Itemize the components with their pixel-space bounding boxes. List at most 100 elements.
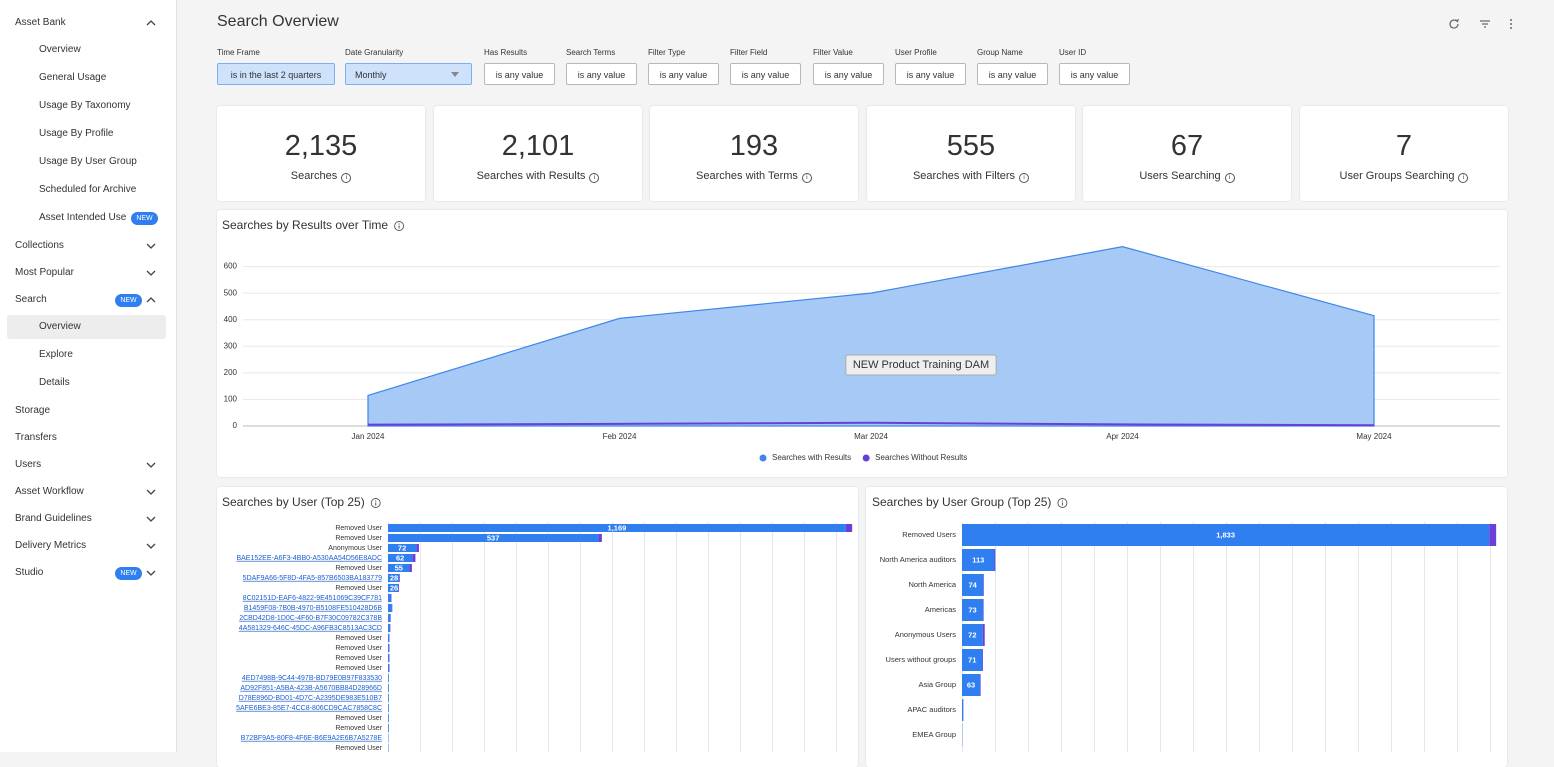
info-icon[interactable]: i	[1458, 173, 1468, 183]
info-icon[interactable]: i	[589, 173, 599, 183]
chevron-path	[147, 490, 155, 494]
kpi-value: 67	[1083, 130, 1291, 163]
nav-label: Usage By User Group	[39, 150, 137, 174]
nav-item[interactable]: Details	[7, 371, 166, 395]
nav-item[interactable]: Brand Guidelines	[7, 507, 166, 531]
filter-box[interactable]: is in the last 2 quarters	[217, 63, 335, 85]
new-badge: NEW	[115, 294, 142, 307]
caret	[451, 72, 459, 77]
filter-box[interactable]: is any value	[1059, 63, 1130, 85]
area-card	[217, 210, 1507, 477]
dropdown-caret	[451, 72, 459, 78]
filter-label: User Profile	[895, 48, 937, 57]
nav-label: Transfers	[15, 426, 57, 450]
kpi-label: Searches with Terms	[696, 170, 798, 182]
info-icon[interactable]: i	[1225, 173, 1235, 183]
nav-label: Usage By Taxonomy	[39, 94, 131, 118]
filter-label: Filter Type	[648, 48, 685, 57]
kpi-card: 67 Users Searching i	[1083, 106, 1291, 201]
info-icon[interactable]: i	[341, 173, 351, 183]
filter-box[interactable]: is any value	[977, 63, 1048, 85]
nav-label: Scheduled for Archive	[39, 178, 136, 202]
filter-label: Filter Field	[730, 48, 767, 57]
page-title: Search Overview	[217, 13, 339, 31]
refresh-icon[interactable]	[1450, 19, 1458, 28]
nav-label: Details	[39, 371, 70, 395]
nav-item[interactable]: General Usage	[7, 66, 166, 90]
chevron	[146, 514, 156, 524]
nav-label: Overview	[39, 38, 81, 62]
chevron-path	[147, 271, 155, 275]
filter-box[interactable]: is any value	[484, 63, 555, 85]
chevron	[146, 295, 156, 305]
kpi-label: Searches with Filters	[913, 170, 1015, 182]
kpi-label: Searches	[291, 170, 337, 182]
nav-label: Delivery Metrics	[15, 534, 86, 558]
header-icons	[1446, 16, 1526, 32]
nav-item[interactable]: Asset Intended Use NEW	[7, 206, 166, 230]
bar-grid-background	[962, 522, 1498, 752]
kpi-value: 2,101	[434, 130, 642, 163]
nav-label: Asset Workflow	[15, 480, 84, 504]
nav-item[interactable]: Usage By User Group	[7, 150, 166, 174]
nav-item[interactable]: Most Popular	[7, 261, 166, 285]
nav-item[interactable]: Storage	[7, 399, 166, 423]
nav-item[interactable]: Overview	[7, 315, 166, 339]
nav-item[interactable]: Explore	[7, 343, 166, 367]
filter-label: User ID	[1059, 48, 1086, 57]
kpi-value: 2,135	[217, 130, 425, 163]
kpi-value: 555	[867, 130, 1075, 163]
nav-item[interactable]: Usage By Profile	[7, 122, 166, 146]
chevron	[146, 18, 156, 28]
nav-item[interactable]: Search NEW	[7, 288, 166, 312]
filter-icon[interactable]	[1480, 21, 1490, 27]
filter-value: is in the last 2 quarters	[231, 70, 322, 80]
nav-label: Studio	[15, 561, 43, 585]
nav-item[interactable]: Transfers	[7, 426, 166, 450]
nav-label: Brand Guidelines	[15, 507, 92, 531]
filter-value: is any value	[825, 70, 873, 80]
nav-label: Collections	[15, 234, 64, 258]
kpi-value: 7	[1300, 130, 1508, 163]
kpi-label: Users Searching	[1139, 170, 1220, 182]
info-icon[interactable]: i	[1019, 173, 1029, 183]
nav-item[interactable]: Asset Workflow	[7, 480, 166, 504]
filter-box[interactable]: is any value	[730, 63, 801, 85]
filter-box[interactable]: is any value	[648, 63, 719, 85]
kpi-label-row: Searches with Filters i	[867, 170, 1075, 183]
chevron-path	[147, 298, 155, 302]
nav-item[interactable]: Delivery Metrics	[7, 534, 166, 558]
filter-box[interactable]: is any value	[813, 63, 884, 85]
filter-label: Date Granularity	[345, 48, 403, 57]
nav-item[interactable]: Scheduled for Archive	[7, 178, 166, 202]
nav-item[interactable]: Studio NEW	[7, 561, 166, 585]
filter-value: is any value	[1071, 70, 1119, 80]
filter-label: Time Frame	[217, 48, 260, 57]
nav-label: Asset Intended Use	[39, 206, 126, 230]
kpi-value: 193	[650, 130, 858, 163]
nav-item[interactable]: Overview	[7, 38, 166, 62]
new-badge: NEW	[115, 567, 142, 580]
info-icon[interactable]: i	[802, 173, 812, 183]
nav-item[interactable]: Users	[7, 453, 166, 477]
nav-item[interactable]: Collections	[7, 234, 166, 258]
nav-label: Search	[15, 288, 47, 312]
filter-label: Filter Value	[813, 48, 853, 57]
nav-label: Storage	[15, 399, 50, 423]
kpi-label-row: Searches i	[217, 170, 425, 183]
kpi-label-row: Users Searching i	[1083, 170, 1291, 183]
filter-box[interactable]: Monthly	[345, 63, 472, 85]
menu-icon[interactable]	[1510, 19, 1512, 29]
nav-label: General Usage	[39, 66, 106, 90]
nav-item[interactable]: Usage By Taxonomy	[7, 94, 166, 118]
nav-label: Overview	[39, 315, 81, 339]
new-badge: NEW	[131, 212, 158, 225]
chevron-path	[147, 244, 155, 248]
sidebar: Asset Bank Overview General Usage Usage By …	[0, 0, 177, 752]
filter-box[interactable]: is any value	[895, 63, 966, 85]
nav-item[interactable]: Asset Bank	[7, 11, 166, 35]
nav-label: Most Popular	[15, 261, 74, 285]
filter-box[interactable]: is any value	[566, 63, 637, 85]
